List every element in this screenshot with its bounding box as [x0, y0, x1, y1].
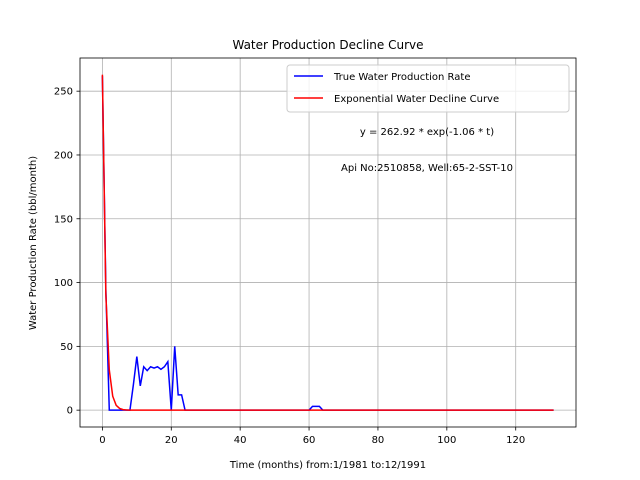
x-tick-label: 60	[303, 435, 316, 446]
axis-ticks: 0 20 40 60 80 100 120 0 50 100 150 200 250	[54, 87, 525, 446]
x-axis-label: Time (months) from:1/1981 to:12/1991	[229, 460, 426, 471]
y-axis-label: Water Production Rate (bbl/month)	[28, 156, 39, 330]
x-tick-label: 80	[372, 435, 385, 446]
plot-area	[80, 58, 576, 427]
legend-label-fit: Exponential Water Decline Curve	[334, 94, 499, 105]
x-tick-label: 0	[99, 435, 105, 446]
y-tick-label: 100	[54, 278, 73, 289]
x-tick-label: 120	[506, 435, 525, 446]
series-layer	[101, 74, 554, 411]
y-tick-label: 150	[54, 214, 73, 225]
y-tick-label: 0	[67, 406, 73, 417]
x-tick-label: 20	[165, 435, 178, 446]
legend: True Water Production Rate Exponential W…	[286, 64, 570, 113]
x-tick-label: 100	[437, 435, 456, 446]
legend-label-true: True Water Production Rate	[333, 72, 470, 83]
well-annotation: Api No:2510858, Well:65-2-SST-10	[341, 163, 513, 174]
legend-box	[286, 64, 570, 113]
exponential-decline-line	[101, 74, 554, 411]
y-tick-label: 50	[60, 342, 73, 353]
plot-frame	[79, 57, 577, 428]
y-tick-label: 200	[54, 150, 73, 161]
chart-title: Water Production Decline Curve	[232, 38, 423, 52]
x-tick-label: 40	[234, 435, 247, 446]
equation-annotation: y = 262.92 * exp(-1.06 * t)	[360, 127, 494, 138]
y-tick-label: 250	[54, 87, 73, 98]
